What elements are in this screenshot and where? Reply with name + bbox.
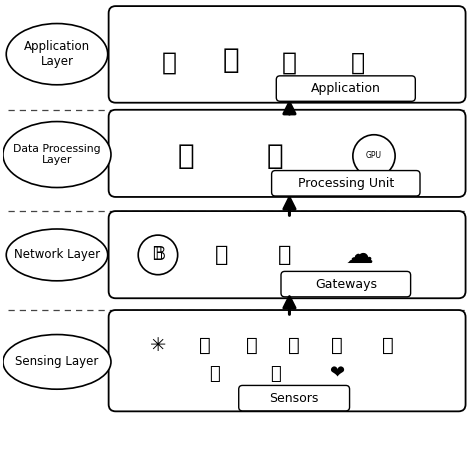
Text: 📶: 📶 [215,245,228,265]
Text: 🖥: 🖥 [178,142,194,170]
FancyBboxPatch shape [109,211,465,298]
Text: Gateways: Gateways [315,278,377,291]
Text: 📡: 📡 [278,245,292,265]
Text: Data Processing
Layer: Data Processing Layer [13,144,101,165]
Text: Sensing Layer: Sensing Layer [15,356,99,368]
FancyBboxPatch shape [281,272,410,297]
FancyBboxPatch shape [109,110,465,197]
Text: ⌚: ⌚ [162,51,177,74]
FancyBboxPatch shape [109,6,465,103]
Text: Application: Application [311,82,381,95]
Text: 🌐: 🌐 [199,336,211,355]
Ellipse shape [6,24,108,85]
Text: 🎤: 🎤 [288,336,300,355]
Text: 🔊: 🔊 [330,336,342,355]
Text: 📷: 📷 [246,336,258,355]
Text: 📱: 📱 [282,51,297,74]
Text: 📷: 📷 [270,365,281,383]
Ellipse shape [3,335,111,389]
Text: 💡: 💡 [209,365,219,383]
Text: Sensors: Sensors [269,392,319,405]
Ellipse shape [6,229,108,281]
Text: 🏠: 🏠 [222,46,239,74]
Text: Application
Layer: Application Layer [24,40,90,68]
Circle shape [353,135,395,177]
Text: Processing Unit: Processing Unit [298,177,394,190]
Text: ☁: ☁ [346,241,374,269]
Ellipse shape [3,121,111,188]
Text: GPU: GPU [366,152,382,161]
Circle shape [138,235,178,275]
Text: ✳: ✳ [150,336,166,355]
Text: 〰: 〰 [382,336,394,355]
FancyBboxPatch shape [109,310,465,411]
Text: 𝔹: 𝔹 [151,246,165,264]
Text: 🗄: 🗄 [267,142,283,170]
FancyBboxPatch shape [239,385,349,411]
Text: ❤: ❤ [329,365,344,383]
Text: Network Layer: Network Layer [14,248,100,261]
Text: 🚗: 🚗 [350,51,365,74]
FancyBboxPatch shape [272,171,420,196]
FancyBboxPatch shape [276,76,415,101]
